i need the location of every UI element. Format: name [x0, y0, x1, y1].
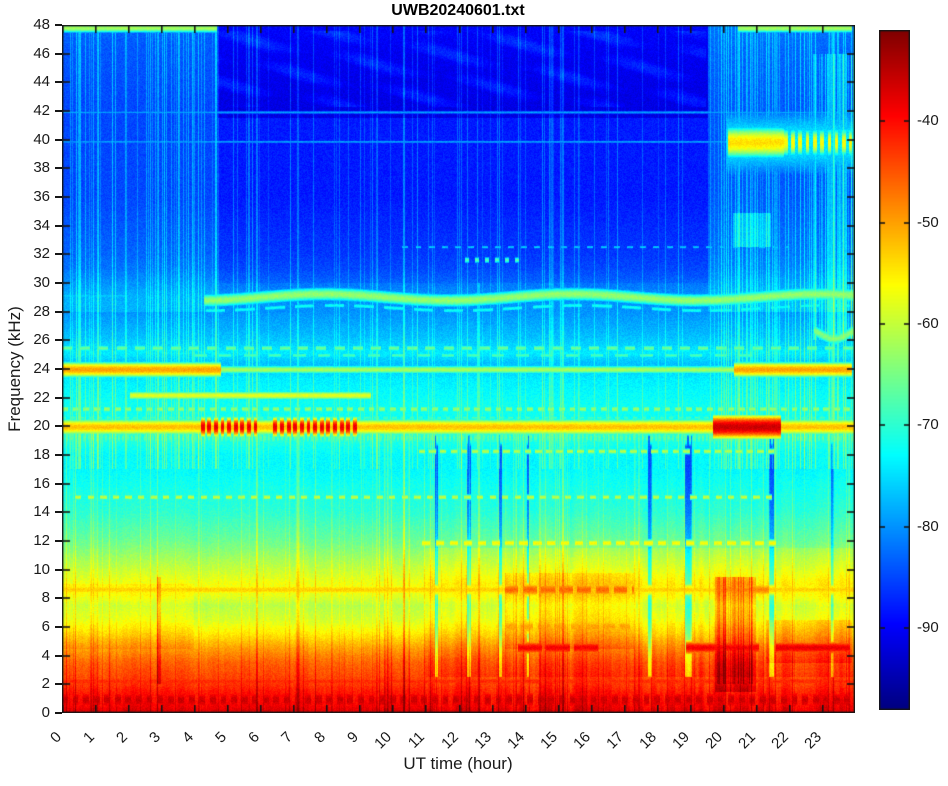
y-tick-mark — [55, 626, 62, 628]
y-tick-mark — [55, 81, 62, 84]
x-tick-label: 18 — [635, 728, 660, 753]
y-tick-mark — [55, 224, 62, 227]
y-tick-mark — [55, 253, 62, 256]
x-tick-label: 8 — [311, 728, 330, 747]
x-tick-label: 4 — [179, 728, 198, 747]
plot-title: UWB20240601.txt — [391, 2, 525, 19]
colorbar-tick-label: -40 — [917, 112, 939, 130]
y-tick-mark — [55, 654, 62, 657]
y-tick-mark — [55, 540, 62, 542]
x-tick-label: 16 — [569, 728, 594, 753]
x-tick-label: 15 — [536, 728, 561, 753]
y-tick-mark — [55, 368, 62, 370]
y-tick-label: 36 — [33, 188, 50, 205]
y-tick-label: 40 — [33, 130, 50, 148]
colorbar — [879, 30, 910, 710]
y-tick-mark — [55, 196, 62, 198]
spectrogram-canvas — [62, 25, 855, 713]
y-tick-label: 38 — [33, 159, 50, 177]
y-tick-mark — [55, 310, 62, 313]
x-tick-label: 7 — [278, 728, 297, 747]
y-tick-label: 30 — [33, 274, 50, 291]
x-tick-label: 1 — [80, 728, 99, 747]
x-tick-label: 9 — [344, 728, 363, 747]
y-tick-mark — [55, 683, 62, 686]
y-tick-label: 16 — [33, 474, 50, 492]
y-tick-mark — [55, 482, 62, 485]
x-tick-label: 23 — [801, 728, 825, 753]
y-tick-mark — [55, 454, 62, 456]
x-tick-label: 0 — [47, 728, 66, 747]
y-tick-mark — [55, 52, 62, 55]
y-tick-label: 48 — [33, 16, 50, 33]
y-tick-label: 26 — [33, 331, 50, 349]
y-tick-label: 24 — [33, 360, 50, 377]
x-tick-label: 20 — [702, 728, 726, 753]
y-tick-mark — [55, 396, 62, 399]
colorbar-tick-label: -70 — [917, 416, 939, 434]
colorbar-tick-label: -90 — [917, 618, 939, 636]
x-axis-label: UT time (hour) — [403, 754, 513, 773]
colorbar-tick-label: -80 — [917, 517, 939, 535]
y-tick-label: 42 — [33, 102, 50, 119]
x-tick-label: 5 — [212, 728, 231, 747]
y-tick-mark — [55, 24, 62, 26]
y-tick-label: 10 — [33, 560, 50, 578]
y-tick-label: 8 — [41, 589, 50, 607]
y-tick-mark — [55, 712, 62, 714]
y-tick-mark — [55, 138, 62, 141]
y-tick-label: 0 — [41, 704, 50, 721]
y-tick-label: 2 — [41, 675, 50, 693]
x-tick-label: 17 — [602, 728, 627, 753]
y-tick-label: 34 — [33, 216, 50, 234]
y-tick-label: 44 — [33, 73, 50, 91]
y-tick-mark — [55, 568, 62, 571]
y-tick-mark — [55, 282, 62, 284]
y-tick-label: 22 — [33, 388, 50, 406]
colorbar-tick-label: -60 — [917, 314, 939, 332]
y-tick-mark — [55, 511, 62, 514]
x-tick-label: 21 — [735, 728, 759, 753]
x-tick-label: 2 — [113, 728, 132, 747]
x-tick-label: 10 — [371, 728, 396, 753]
y-tick-label: 6 — [41, 618, 50, 635]
y-tick-mark — [55, 339, 62, 342]
y-tick-label: 4 — [41, 646, 50, 664]
y-tick-label: 32 — [33, 245, 50, 263]
y-tick-mark — [55, 425, 62, 428]
y-tick-mark — [55, 597, 62, 600]
y-tick-mark — [55, 167, 62, 170]
y-tick-label: 20 — [33, 417, 50, 435]
y-tick-label: 14 — [33, 503, 50, 521]
y-tick-label: 28 — [33, 302, 50, 320]
x-tick-label: 3 — [146, 728, 165, 747]
x-tick-label: 22 — [768, 728, 792, 753]
y-tick-label: 12 — [33, 532, 50, 549]
y-tick-mark — [55, 110, 62, 112]
colorbar-tick-label: -50 — [917, 213, 939, 231]
y-tick-label: 46 — [33, 44, 50, 62]
x-tick-label: 6 — [245, 728, 264, 747]
x-tick-label: 19 — [668, 728, 693, 753]
y-tick-label: 18 — [33, 446, 50, 463]
